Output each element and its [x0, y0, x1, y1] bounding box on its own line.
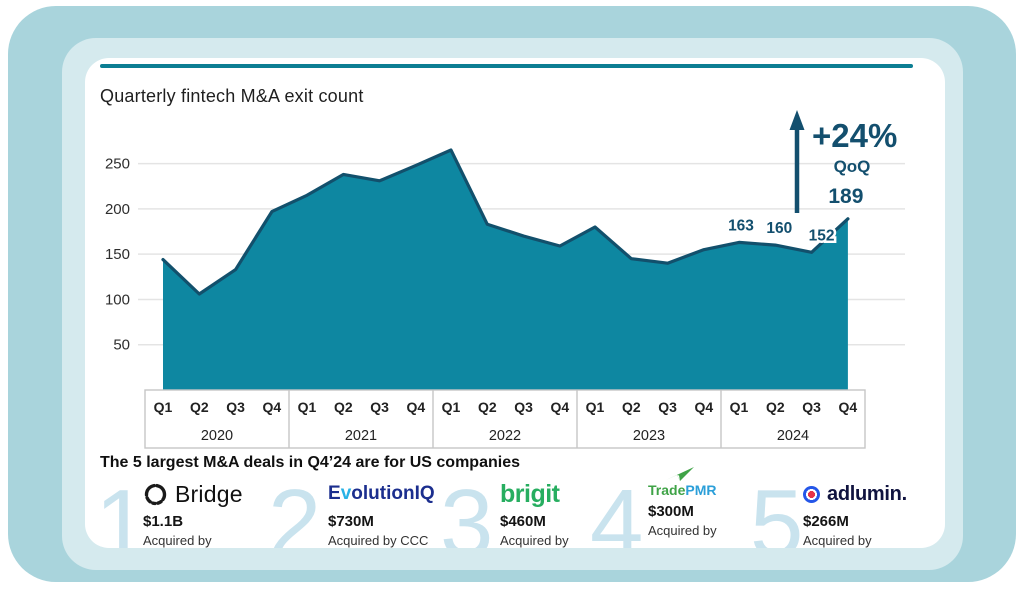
- deal-item: TradePMR $300M Acquired by: [648, 467, 717, 538]
- accent-rule: [100, 64, 913, 68]
- y-tick-label: 250: [105, 156, 130, 173]
- deal-acquirer: Acquired by CCC: [328, 533, 429, 548]
- chart-title: Quarterly fintech M&A exit count: [100, 86, 364, 106]
- bridge-circle-icon: [144, 483, 167, 505]
- up-arrow-head-icon: [789, 110, 805, 130]
- deal-acquirer: Acquired by: [648, 523, 717, 538]
- tradepmr-arrow-icon: [666, 467, 694, 481]
- year-label: 2021: [345, 428, 377, 444]
- deal-rank-2: 2: [268, 470, 321, 548]
- adlumin-circle-icon: [803, 485, 820, 503]
- deal-rank-3: 3: [440, 470, 493, 548]
- year-label: 2020: [201, 428, 233, 444]
- y-tick-label: 100: [105, 291, 130, 308]
- quarter-label: Q1: [442, 399, 461, 415]
- deal-amount: $460M: [500, 513, 546, 530]
- quarter-label: Q2: [478, 399, 497, 415]
- deal-rank-5: 5: [750, 470, 803, 548]
- deal-company: PMR: [685, 482, 717, 498]
- deal-company: adlumin.: [827, 482, 907, 505]
- qoq-period: QoQ: [834, 157, 871, 176]
- quarter-label: Q3: [658, 399, 677, 415]
- deal-item: Bridge $1.1B Acquired by: [143, 480, 243, 549]
- deal-acquirer: Acquired by: [803, 533, 872, 548]
- quarter-label: Q4: [263, 399, 282, 415]
- deal-company: brigit: [500, 479, 560, 508]
- y-tick-label: 50: [113, 337, 130, 354]
- deal-item: adlumin. $266M Acquired by: [803, 480, 907, 548]
- quarter-label: Q2: [190, 399, 209, 415]
- inner-panel: Quarterly fintech M&A exit count 50 100 15…: [62, 38, 963, 570]
- adlumin-logo: adlumin.: [803, 480, 907, 508]
- deal-amount: $1.1B: [143, 513, 184, 530]
- point-label: 152: [809, 227, 835, 244]
- point-label: 160: [766, 220, 792, 237]
- quarter-label: Q1: [298, 399, 317, 415]
- area-series: [163, 150, 848, 390]
- quarter-label: Q4: [695, 399, 714, 415]
- quarter-label: Q1: [154, 399, 173, 415]
- quarter-label: Q3: [802, 399, 821, 415]
- deal-company: E: [328, 483, 341, 504]
- quarter-label: Q4: [407, 399, 426, 415]
- quarter-label: Q3: [370, 399, 389, 415]
- deals-row: 1 Bridge $1.1B Acquired by 2: [85, 467, 945, 549]
- evolutioniq-logo: EvolutionIQ: [328, 480, 435, 508]
- tradepmr-logo: TradePMR: [648, 467, 717, 498]
- quarter-label: Q2: [334, 399, 353, 415]
- quarter-label: Q2: [622, 399, 641, 415]
- bridge-logo: Bridge: [143, 480, 243, 508]
- quarter-label: Q3: [514, 399, 533, 415]
- quarter-label: Q4: [551, 399, 570, 415]
- year-label: 2022: [489, 428, 521, 444]
- year-label: 2023: [633, 428, 665, 444]
- outer-panel: Quarterly fintech M&A exit count 50 100 15…: [8, 6, 1016, 582]
- quarter-label: Q3: [226, 399, 245, 415]
- deal-acquirer: Acquired by: [500, 533, 569, 548]
- y-tick-label: 150: [105, 246, 130, 263]
- line-series: [161, 148, 850, 296]
- deal-acquirer: Acquired by: [143, 533, 212, 548]
- infographic-card: Quarterly fintech M&A exit count 50 100 15…: [85, 58, 945, 548]
- deal-company: Bridge: [175, 480, 243, 507]
- deal-company: v: [340, 483, 352, 504]
- deals-heading: The 5 largest M&A deals in Q4’24 are for…: [100, 454, 520, 471]
- deal-amount: $300M: [648, 503, 694, 520]
- deal-amount: $730M: [328, 513, 374, 530]
- qoq-delta: +24%: [812, 117, 897, 154]
- quarter-label: Q4: [839, 399, 858, 415]
- deal-amount: $266M: [803, 513, 849, 530]
- y-tick-label: 200: [105, 201, 130, 218]
- quarter-label: Q1: [730, 399, 749, 415]
- deal-rank-1: 1: [95, 470, 148, 548]
- deal-item: brigit $460M Acquired by: [500, 480, 569, 549]
- year-label: 2024: [777, 428, 809, 444]
- exit-count-chart: 50 100 150 200 250 Q1 Q2 Q3 Q4 Q1 Q2 Q3 Q4 Q1 Q2 Q3 Q4 Q1…: [105, 110, 905, 449]
- x-axis-box: [144, 389, 866, 449]
- point-label: 189: [828, 185, 863, 208]
- deal-company: Trade: [648, 482, 686, 498]
- point-label: 163: [728, 217, 754, 234]
- brigit-logo: brigit: [500, 480, 569, 508]
- deal-company: olutionIQ: [351, 483, 435, 504]
- quarter-label: Q2: [766, 399, 785, 415]
- deal-rank-4: 4: [590, 470, 643, 548]
- deal-item: EvolutionIQ $730M Acquired by CCC: [328, 480, 435, 548]
- quarter-label: Q1: [586, 399, 605, 415]
